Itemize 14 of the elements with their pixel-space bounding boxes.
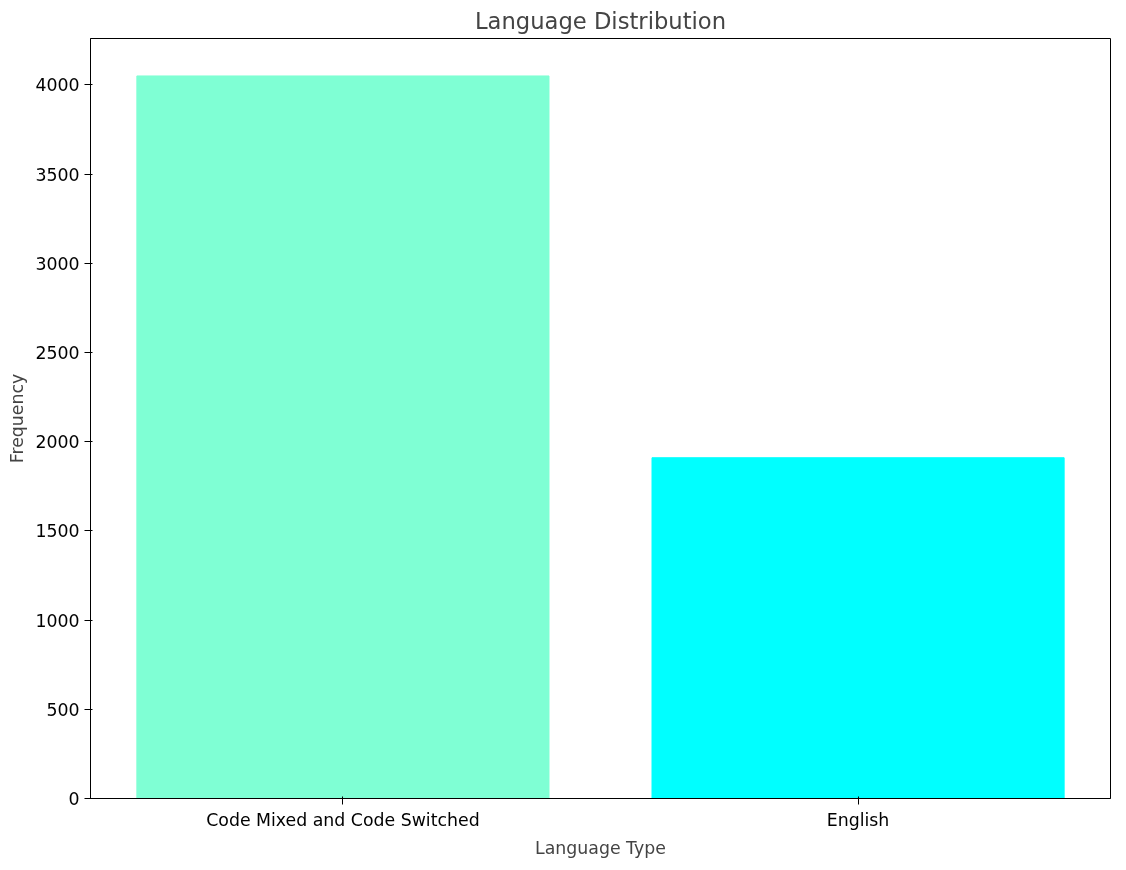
y-tick-label: 2500 <box>35 342 80 363</box>
y-tick-label: 1500 <box>35 521 80 542</box>
y-axis-title: Frequency <box>7 373 28 464</box>
x-tick-label: English <box>826 809 890 830</box>
y-tick-label: 2000 <box>35 432 80 453</box>
y-tick-label: 3000 <box>35 253 80 274</box>
x-tick-label: Code Mixed and Code Switched <box>206 809 480 830</box>
y-tick-label: 3500 <box>35 164 80 185</box>
chart-title: Language Distribution <box>474 7 727 34</box>
y-tick-label: 500 <box>46 699 80 720</box>
y-tick-label: 0 <box>68 789 80 809</box>
x-axis-title: Language Type <box>535 837 666 858</box>
y-tick-label: 1000 <box>35 610 80 631</box>
y-tick-label: 4000 <box>35 75 80 96</box>
